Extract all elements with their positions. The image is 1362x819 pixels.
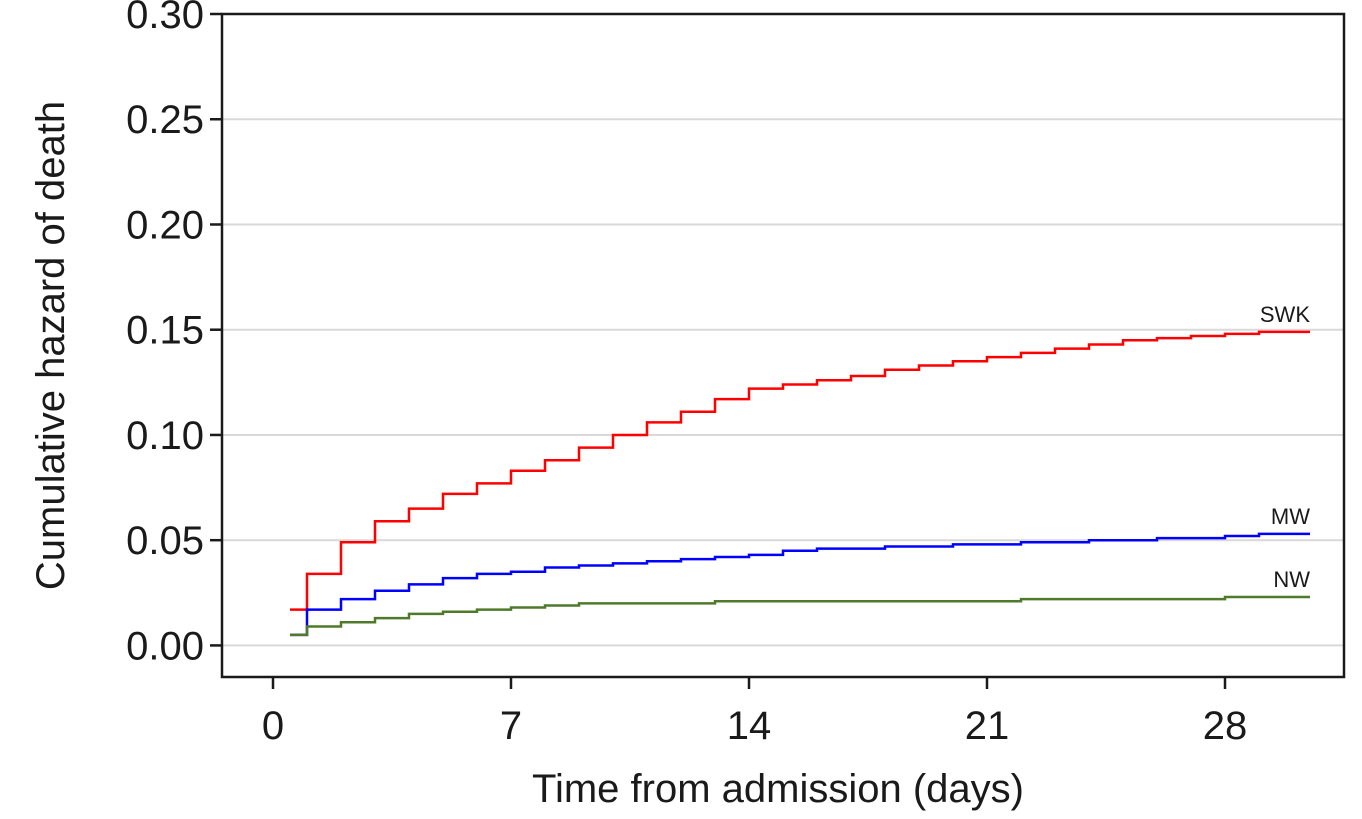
series-label-swk: SWK (1260, 302, 1310, 327)
series-label-nw: NW (1273, 567, 1310, 592)
y-tick-label: 0.05 (126, 519, 204, 563)
y-tick-label: 0.30 (126, 0, 204, 37)
series-line-nw (290, 595, 1310, 637)
x-tick-label: 28 (1203, 704, 1248, 748)
series-label-mw: MW (1271, 504, 1310, 529)
x-axis-title: Time from admission (days) (532, 767, 1024, 811)
y-tick-label: 0.20 (126, 203, 204, 247)
series-line-mw (290, 532, 1310, 637)
y-tick-label: 0.15 (126, 309, 204, 353)
plot-frame (220, 12, 1346, 679)
y-tick-label: 0.00 (126, 624, 204, 668)
series-lines (290, 330, 1310, 637)
series-labels: SWK MW NW (1260, 302, 1310, 592)
x-tick-label: 7 (500, 704, 522, 748)
x-axis: 0 7 14 21 28 (262, 677, 1247, 748)
y-tick-label: 0.10 (126, 414, 204, 458)
y-axis-title: Cumulative hazard of death (29, 101, 73, 590)
x-tick-label: 21 (965, 704, 1010, 748)
y-axis: 0.00 0.05 0.10 0.15 0.20 0.25 0.30 (126, 0, 222, 668)
y-tick-label: 0.25 (126, 98, 204, 142)
x-tick-label: 0 (262, 704, 284, 748)
x-tick-label: 14 (727, 704, 772, 748)
series-line-swk (290, 330, 1310, 611)
